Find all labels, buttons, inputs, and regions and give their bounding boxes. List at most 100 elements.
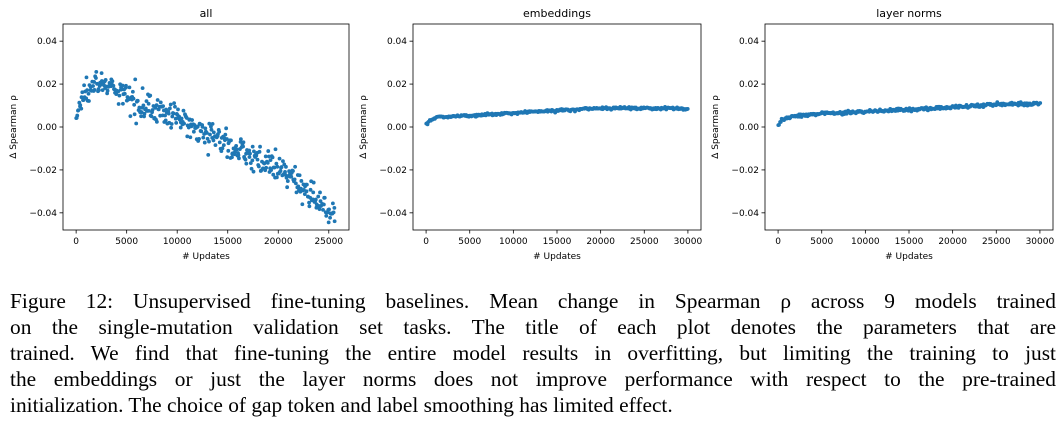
data-point — [274, 161, 279, 166]
data-point — [321, 202, 326, 207]
caption-line-3: trained. We find that fine-tuning the en… — [10, 341, 1056, 365]
data-point — [192, 123, 197, 127]
x-tick-label: 10000 — [499, 237, 528, 247]
data-point — [266, 149, 271, 153]
data-point — [197, 137, 201, 141]
x-tick-label: 5000 — [810, 237, 833, 247]
y-axis-label: Δ Spearman ρ — [9, 95, 19, 159]
data-point — [78, 103, 83, 108]
data-point — [208, 132, 212, 137]
chart-panel-all: all 0 5000 10000 15000 20000 25000 0.04 0.02 0.00… — [9, 7, 350, 262]
data-point — [130, 89, 135, 94]
data-point — [256, 164, 261, 169]
data-points — [74, 69, 337, 225]
data-point — [190, 118, 194, 122]
data-point — [254, 153, 259, 158]
data-point — [154, 103, 159, 108]
data-point — [223, 132, 228, 137]
data-point — [163, 113, 167, 118]
data-point — [87, 99, 91, 103]
caption-line-4: the embeddings or just the layer norms d… — [10, 367, 1056, 391]
data-point — [263, 154, 268, 159]
data-point — [299, 179, 304, 183]
data-point — [243, 157, 248, 162]
data-point — [146, 108, 151, 113]
data-point — [201, 135, 206, 140]
data-point — [273, 147, 278, 152]
data-point — [116, 102, 121, 106]
data-point — [264, 165, 269, 170]
data-point — [291, 169, 295, 173]
caption-line-2: on the single-mutation validation set ta… — [10, 315, 1056, 339]
data-point — [191, 129, 196, 134]
data-point — [122, 91, 127, 96]
data-point — [226, 148, 231, 153]
y-tick-label: −0.02 — [731, 166, 759, 176]
y-tick-label: 0.00 — [387, 123, 407, 133]
y-tick-label: −0.04 — [29, 209, 57, 219]
data-point — [207, 139, 211, 144]
data-point — [241, 144, 245, 149]
data-points — [776, 100, 1043, 127]
data-point — [167, 106, 172, 111]
data-point — [283, 172, 288, 177]
data-point — [142, 111, 147, 116]
x-tick-label: 15000 — [895, 237, 924, 247]
data-point — [322, 195, 327, 200]
data-point — [139, 114, 143, 119]
data-point — [313, 197, 318, 202]
y-axis-label: Δ Spearman ρ — [359, 95, 369, 159]
data-point — [332, 205, 337, 210]
figure-charts: all 0 5000 10000 15000 20000 25000 0.04 0.02 0.00… — [9, 7, 1054, 262]
data-point — [128, 114, 133, 119]
data-point — [311, 190, 316, 195]
data-point — [285, 185, 290, 190]
y-tick-label: 0.02 — [37, 80, 57, 90]
data-point — [181, 108, 186, 113]
x-tick-label: 5000 — [115, 237, 138, 247]
data-point — [195, 124, 200, 129]
data-point — [318, 190, 322, 195]
plot-frame — [412, 23, 702, 231]
data-point — [117, 93, 122, 98]
data-point — [203, 126, 208, 131]
chart-panel-embeddings: embeddings 0 5000 10000 15000 20000 25000 30000… — [359, 7, 702, 262]
data-point — [278, 168, 283, 173]
data-point — [173, 104, 177, 109]
data-point — [326, 220, 331, 225]
data-point — [79, 95, 84, 100]
data-point — [247, 155, 252, 159]
data-point — [179, 116, 184, 121]
caption-line-5: initialization. The choice of gap token … — [10, 393, 673, 417]
data-point — [121, 101, 125, 106]
x-axis-label: # Updates — [533, 252, 581, 262]
data-point — [257, 149, 262, 154]
y-tick-label: −0.04 — [731, 209, 759, 219]
x-tick-label: 10000 — [163, 237, 192, 247]
y-tick-label: 0.04 — [37, 37, 57, 47]
data-point — [92, 88, 97, 92]
data-point — [163, 118, 168, 123]
data-point — [82, 83, 86, 88]
data-point — [185, 134, 190, 139]
plot-frame — [764, 23, 1054, 231]
data-point — [99, 71, 104, 76]
data-point — [247, 148, 252, 153]
x-tick-label: 20000 — [264, 237, 293, 247]
data-point — [131, 96, 136, 101]
data-point — [127, 85, 132, 90]
data-point — [169, 122, 174, 126]
data-point — [154, 119, 159, 124]
data-point — [304, 182, 309, 187]
data-point — [209, 127, 214, 132]
data-point — [250, 158, 255, 163]
data-point — [281, 159, 285, 164]
data-point — [146, 101, 151, 106]
y-tick-label: 0.04 — [387, 37, 407, 47]
data-point — [220, 146, 225, 151]
data-point — [178, 125, 183, 130]
data-point — [92, 80, 97, 84]
data-point — [252, 149, 256, 154]
data-point — [211, 138, 216, 143]
data-point — [141, 103, 146, 108]
